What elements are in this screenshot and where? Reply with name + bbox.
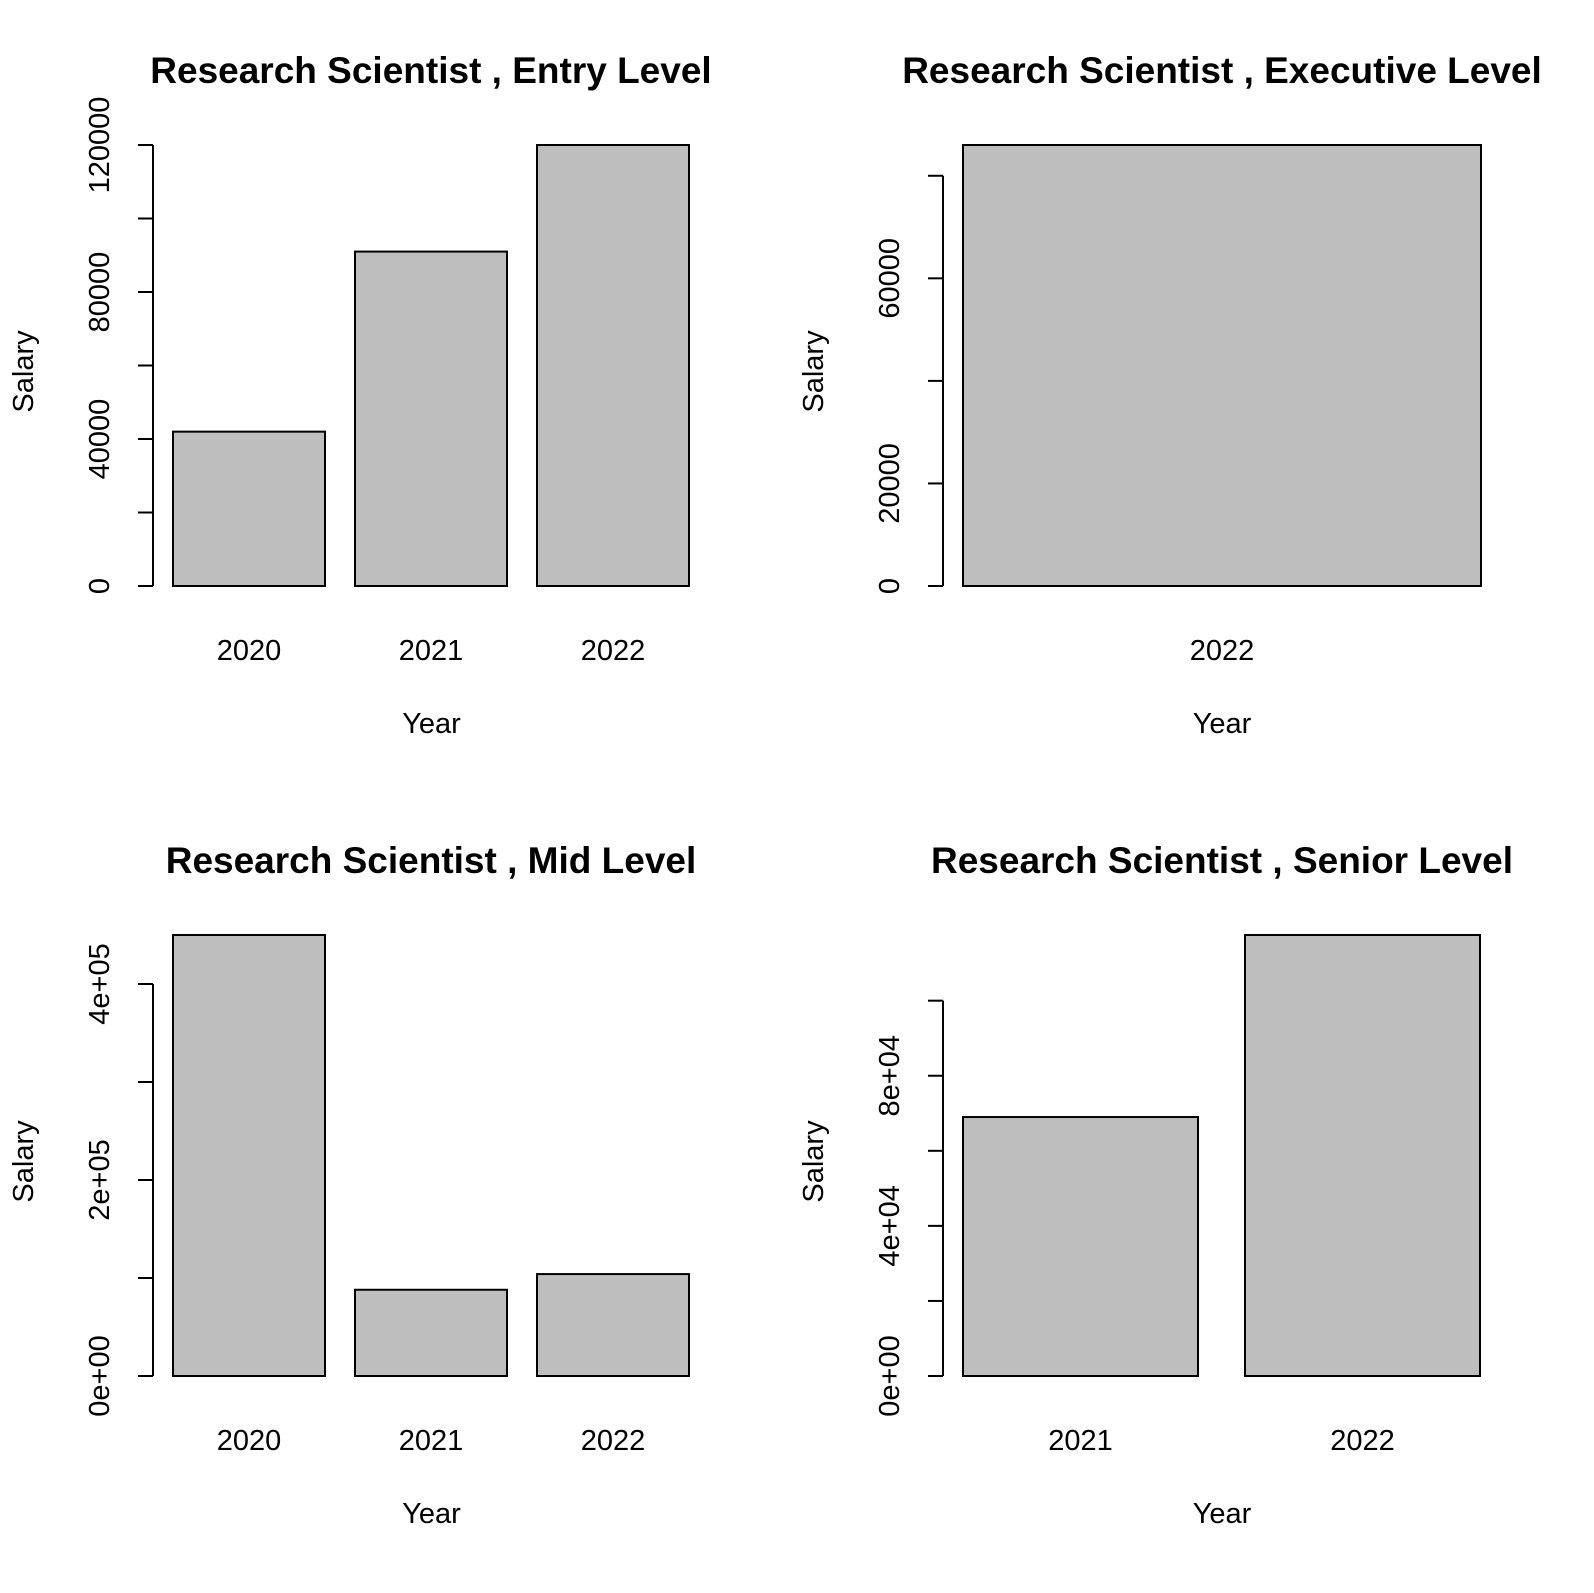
bar-2020 [172, 430, 326, 587]
bar-2022 [962, 144, 1482, 587]
x-tick-label: 2021 [399, 635, 464, 667]
x-axis-label: Year [1193, 708, 1252, 740]
x-tick-label: 2021 [1048, 1425, 1113, 1457]
bar-2020 [172, 934, 326, 1377]
x-axis-label: Year [1193, 1498, 1252, 1530]
x-axis-label: Year [402, 1498, 461, 1530]
y-tick-label: 4e+04 [874, 1185, 906, 1266]
x-tick-label: 2022 [581, 1425, 646, 1457]
y-axis-label: Salary [798, 330, 830, 413]
y-tick-label: 0 [874, 578, 906, 594]
y-tick-label: 0e+00 [84, 1335, 116, 1416]
y-axis-label: Salary [8, 1120, 40, 1203]
y-tick-label: 60000 [874, 238, 906, 319]
x-tick-label: 2020 [217, 635, 282, 667]
panel-title: Research Scientist , Mid Level [166, 840, 697, 881]
x-tick-label: 2022 [1190, 635, 1255, 667]
chart-panel-4: Research Scientist , Senior Level 2021 202… [798, 840, 1513, 1530]
bar-2022 [536, 1273, 690, 1377]
y-tick-label: 2e+05 [84, 1139, 116, 1220]
x-axis-label: Year [402, 708, 461, 740]
panel-title: Research Scientist , Executive Level [902, 50, 1542, 91]
y-tick-label: 120000 [84, 97, 116, 194]
y-tick-label: 0e+00 [874, 1335, 906, 1416]
bar-2021 [354, 1288, 508, 1378]
x-tick-label: 2022 [1330, 1425, 1395, 1457]
y-tick-label: 4e+05 [84, 943, 116, 1024]
chart-panel-3: Research Scientist , Mid Level 2020 2021 20… [8, 840, 696, 1530]
bar-2021 [354, 250, 508, 587]
panel-title: Research Scientist , Senior Level [931, 840, 1513, 881]
x-tick-label: 2021 [399, 1425, 464, 1457]
y-tick-label: 8e+04 [874, 1035, 906, 1116]
x-tick-label: 2020 [217, 1425, 282, 1457]
chart-panel-2: Research Scientist , Executive Level 2022… [798, 50, 1542, 740]
y-tick-label: 20000 [874, 443, 906, 524]
y-axis-label: Salary [8, 330, 40, 413]
chart-panel-1: Research Scientist , Entry Level 2020 2021… [8, 50, 712, 740]
x-tick-label: 2022 [581, 635, 646, 667]
y-axis-label: Salary [798, 1120, 830, 1203]
y-tick-label: 40000 [84, 399, 116, 480]
bar-2021 [962, 1116, 1199, 1377]
panel-title: Research Scientist , Entry Level [150, 50, 711, 91]
bar-2022 [536, 144, 690, 587]
y-tick-label: 80000 [84, 252, 116, 333]
bar-2022 [1244, 934, 1481, 1377]
y-tick-label: 0 [84, 578, 116, 594]
